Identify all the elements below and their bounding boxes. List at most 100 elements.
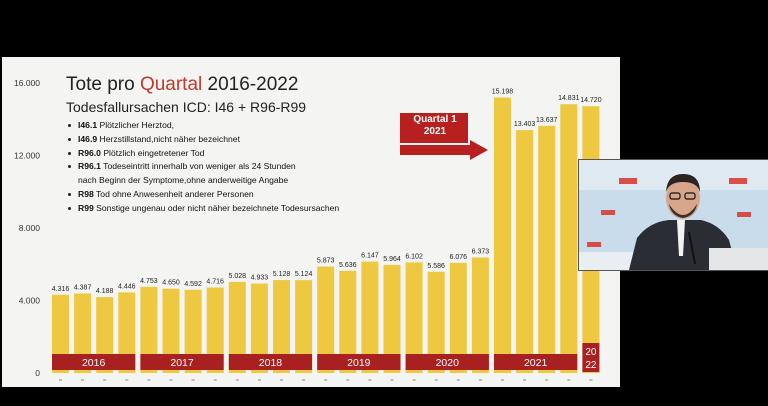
bar (295, 280, 313, 373)
x-tick-mark (390, 379, 394, 381)
year-band-label: 2020 (436, 357, 460, 369)
year-band-label: 2018 (259, 357, 283, 369)
bar (317, 266, 335, 373)
bar (162, 288, 180, 373)
x-tick-mark (169, 379, 173, 381)
bar (361, 261, 379, 373)
bar (228, 281, 246, 373)
year-band-label: 2019 (347, 357, 371, 369)
x-tick-mark (125, 379, 129, 381)
x-tick-mark (235, 379, 239, 381)
year-band-label: 20 (585, 347, 597, 358)
x-tick-mark (191, 379, 195, 381)
x-tick-mark (346, 379, 350, 381)
bar (560, 104, 578, 374)
x-tick-mark (257, 379, 261, 381)
legend-item: I46.9 Herzstillstand,nicht näher bezeich… (64, 133, 339, 147)
legend-item: R98 Tod ohne Anwesenheit anderer Persone… (64, 188, 339, 202)
x-tick-mark (147, 379, 151, 381)
bar (118, 292, 136, 373)
bar-value-label: 6.373 (472, 248, 490, 255)
bar-value-label: 5.128 (273, 271, 291, 278)
bar (250, 283, 268, 373)
legend-item: I46.1 Plötzlicher Herztod, (64, 119, 339, 133)
bullet-icon (68, 165, 71, 169)
x-tick-mark (456, 379, 460, 381)
y-tick-label: 12.000 (14, 151, 40, 161)
bullet-icon (68, 124, 71, 127)
bar-value-label: 15.198 (492, 89, 514, 96)
icd-code-legend: I46.1 Plötzlicher Herztod, I46.9 Herzsti… (64, 119, 339, 216)
quarter-arrow-icon (400, 113, 488, 160)
title-part1: Tote pro (66, 74, 140, 95)
bar-value-label: 5.873 (317, 258, 335, 265)
speaker-webcam-overlay (578, 159, 768, 271)
year-band-label: 2021 (524, 357, 548, 369)
bullet-icon (68, 192, 71, 196)
x-tick-mark (368, 379, 372, 381)
x-tick-mark (412, 379, 416, 381)
year-band (140, 354, 224, 370)
x-tick-mark (59, 379, 62, 381)
bar (449, 262, 467, 373)
y-tick-label: 8.000 (19, 223, 41, 233)
y-tick-label: 4.000 (19, 296, 41, 306)
bar (538, 125, 556, 373)
x-tick-mark (103, 379, 107, 381)
bar (405, 262, 423, 373)
presentation-slide: 0 4.000 8.000 12.000 16.000 4.316 4.387 4.188 4.… (2, 57, 620, 387)
year-band (494, 354, 578, 370)
x-tick-mark (523, 379, 527, 381)
bar (427, 271, 445, 373)
quarterly-deaths-bar-chart: 0 4.000 8.000 12.000 16.000 4.316 4.387 4.188 4.… (14, 78, 602, 381)
bar-value-label: 4.316 (52, 286, 70, 293)
bar-value-label: 4.650 (162, 280, 180, 287)
x-tick-mark (81, 379, 85, 381)
bar (516, 130, 534, 373)
bar (383, 264, 401, 373)
year-band (317, 354, 401, 370)
year-band-label: 2017 (170, 357, 194, 369)
bar (184, 289, 202, 373)
bar-value-label: 4.933 (251, 275, 269, 282)
bar-value-label: 13.403 (514, 121, 536, 128)
title-part2: 2016-2022 (202, 74, 299, 95)
bar (339, 270, 357, 373)
legend-item: R99 Sonstige ungenau oder nicht näher be… (64, 202, 339, 216)
arrow-label-line1: Quartal 1 (413, 114, 457, 125)
x-tick-mark (478, 379, 482, 381)
bar-value-label: 4.753 (140, 278, 158, 285)
bar-value-label: 5.124 (295, 271, 313, 278)
speaker-video-icon (579, 160, 768, 270)
year-band (582, 343, 600, 372)
bar-value-label: 14.831 (558, 95, 580, 102)
bar-value-label: 5.586 (427, 263, 445, 270)
bar-value-label: 4.446 (118, 283, 136, 290)
bar (140, 286, 158, 373)
arrow-label: Quartal 1 2021 (400, 114, 470, 138)
year-band-label: 2016 (82, 357, 106, 369)
bullet-icon (68, 137, 71, 141)
bar (52, 294, 69, 373)
bar-value-label: 5.964 (383, 256, 401, 263)
year-band-label: 22 (585, 360, 597, 371)
slide-title: Tote pro Quartal 2016-2022 (66, 74, 298, 96)
bar-value-label: 4.387 (74, 284, 92, 291)
bar-value-label: 5.028 (229, 273, 247, 280)
x-tick-mark (280, 379, 283, 381)
bar-value-label: 5.636 (339, 262, 357, 269)
year-band (52, 354, 136, 370)
year-band (228, 354, 313, 370)
slide-subtitle: Todesfallursachen ICD: I46 + R96-R99 (66, 99, 307, 115)
bar-value-label: 6.102 (405, 253, 423, 260)
bar (494, 97, 511, 373)
x-tick-mark (545, 379, 549, 381)
bar (471, 257, 489, 373)
x-tick-mark (302, 379, 306, 381)
bar-value-label: 4.716 (206, 279, 224, 286)
arrow-label-line2: 2021 (423, 126, 447, 137)
x-tick-mark (213, 379, 217, 381)
x-tick-mark (324, 379, 328, 381)
title-accent: Quartal (139, 74, 203, 95)
legend-item: R96.0 Plötzlich eingetretener Tod (64, 147, 339, 161)
